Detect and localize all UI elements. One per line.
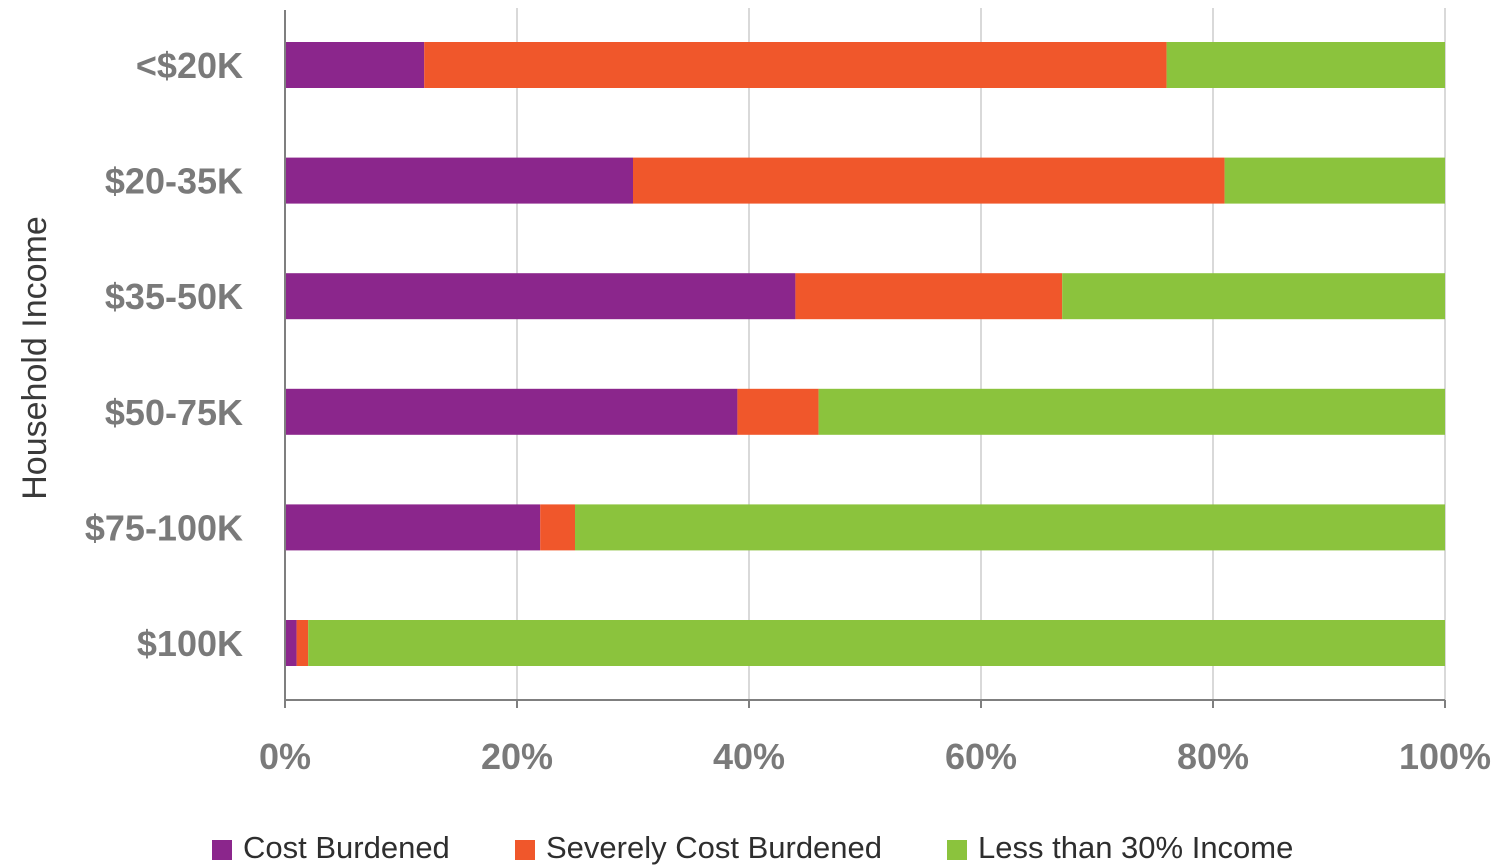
category-label: $20-35K (105, 161, 243, 202)
bar-segment (285, 620, 297, 666)
x-tick-label: 100% (1399, 736, 1491, 777)
category-label: $75-100K (85, 507, 243, 548)
category-label: $50-75K (105, 392, 243, 433)
y-axis-label: Household Income (16, 216, 54, 500)
category-labels: <$20K $20-35K $35-50K $50-75K $75-100K $100K (85, 45, 243, 664)
x-tick-label: 20% (481, 736, 553, 777)
bar-segment (424, 42, 1167, 88)
legend-swatch (515, 840, 535, 860)
bar-segment (575, 504, 1445, 551)
bar-segment (795, 273, 1063, 320)
legend-swatch (212, 840, 232, 860)
bar-segment (285, 42, 425, 88)
bar-segment (1224, 157, 1445, 204)
axes (284, 10, 1445, 701)
legend-label: Severely Cost Burdened (546, 830, 882, 865)
legend-label: Cost Burdened (243, 830, 450, 865)
bar-segment (285, 388, 738, 435)
x-tick-label: 60% (945, 736, 1017, 777)
category-label: $100K (137, 623, 243, 664)
bar-segment (285, 273, 796, 320)
bar-segment (1166, 42, 1445, 88)
bar-segment (285, 504, 541, 551)
bar-segment (633, 157, 1225, 204)
gridlines (284, 8, 1446, 708)
legend-swatch (947, 840, 967, 860)
category-label: <$20K (136, 45, 243, 86)
bar-segment (737, 388, 819, 435)
bar-segment (296, 620, 309, 666)
legend-label: Less than 30% Income (978, 830, 1293, 865)
x-tick-labels: 0% 20% 40% 60% 80% 100% (259, 736, 1491, 777)
bar-segment (1062, 273, 1445, 320)
bar-segment (818, 388, 1445, 435)
bars (285, 42, 1446, 666)
x-tick-label: 80% (1177, 736, 1249, 777)
legend: Cost Burdened Severely Cost Burdened Less … (212, 830, 1293, 865)
x-tick-label: 40% (713, 736, 785, 777)
bar-segment (285, 157, 633, 204)
x-tick-label: 0% (259, 736, 311, 777)
bar-segment (308, 620, 1446, 666)
category-label: $35-50K (105, 276, 243, 317)
bar-segment (540, 504, 575, 551)
